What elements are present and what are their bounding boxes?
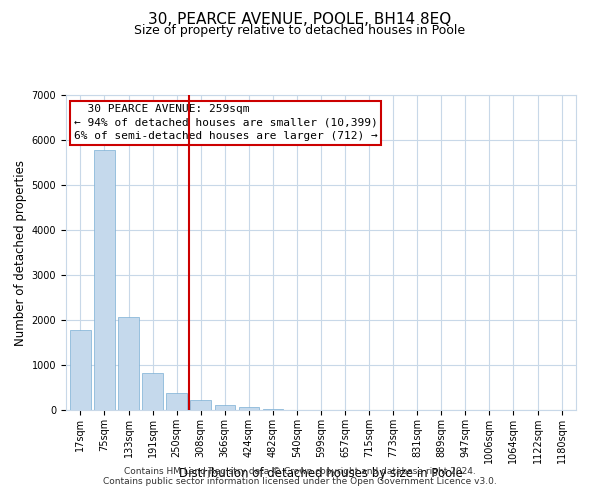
Text: Size of property relative to detached houses in Poole: Size of property relative to detached ho…	[134, 24, 466, 37]
Bar	[94, 150, 115, 410]
Text: 30 PEARCE AVENUE: 259sqm
← 94% of detached houses are smaller (10,399)
6% of sem: 30 PEARCE AVENUE: 259sqm ← 94% of detach…	[74, 104, 377, 141]
Bar	[215, 405, 235, 410]
Bar	[239, 407, 259, 410]
Text: Contains public sector information licensed under the Open Government Licence v3: Contains public sector information licen…	[103, 477, 497, 486]
Text: 30, PEARCE AVENUE, POOLE, BH14 8EQ: 30, PEARCE AVENUE, POOLE, BH14 8EQ	[148, 12, 452, 28]
Bar	[166, 394, 187, 410]
Text: Contains HM Land Registry data © Crown copyright and database right 2024.: Contains HM Land Registry data © Crown c…	[124, 467, 476, 476]
X-axis label: Distribution of detached houses by size in Poole: Distribution of detached houses by size …	[179, 468, 463, 480]
Bar	[142, 373, 163, 410]
Bar	[190, 400, 211, 410]
Bar	[263, 408, 283, 410]
Bar	[70, 330, 91, 410]
Y-axis label: Number of detached properties: Number of detached properties	[14, 160, 28, 346]
Bar	[118, 317, 139, 410]
